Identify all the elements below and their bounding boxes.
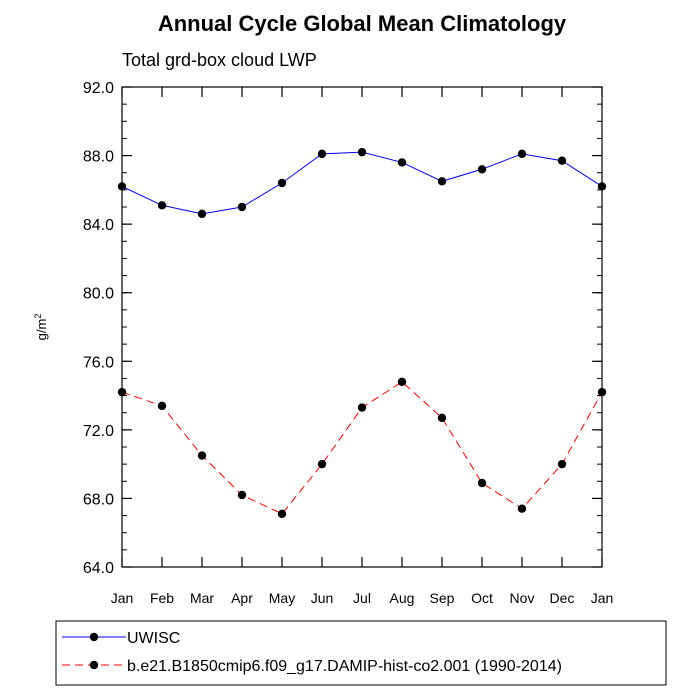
series-1-point [437,177,447,186]
x-tick-label: Jan [591,590,614,606]
legend-box [55,620,667,686]
series-1-point [477,165,487,174]
x-tick-label: Jan [111,590,134,606]
legend-marker-2 [89,660,99,670]
legend-label-2: b.e21.B1850cmip6.f09_g17.DAMIP-hist-co2.… [127,658,562,675]
series-2-point [277,509,287,519]
series-1-point [357,147,367,157]
series-line-1 [121,151,603,215]
series-1-point [157,201,167,210]
series-2-point [157,401,167,411]
series-1-point [277,178,287,188]
x-tick-label: Jun [311,590,334,606]
x-axis-ticks: Jan Feb Mar Apr May Jun Jul Aug Sep Oct Nov Dec Jan [111,87,614,606]
series-2-point [437,413,447,423]
chart-subtitle: Total grd-box cloud LWP [122,50,317,70]
series-2-point [117,387,127,397]
chart-title: Annual Cycle Global Mean Climatology [158,11,567,36]
legend-label-1: UWISC [127,630,180,647]
y-tick-label: 84.0 [83,217,114,234]
series-2-point [197,451,207,460]
x-tick-label: Nov [510,590,535,606]
series-1-point [317,149,327,159]
y-tick-label: 64.0 [83,560,114,577]
legend-marker-1 [89,632,99,642]
series-2-point [557,459,567,469]
x-tick-label: Feb [150,590,174,606]
series-2-point [357,403,367,412]
x-tick-label: Apr [231,590,253,606]
x-tick-label: Aug [390,590,415,606]
series-1-point [517,149,527,159]
series-1-point [197,209,207,219]
x-tick-label: Dec [550,590,575,606]
series-2-point [477,478,487,488]
y-axis-label: g/m2 [33,314,49,341]
minor-ticks [122,86,602,568]
x-tick-label: Mar [190,590,214,606]
series-1-point [117,182,127,191]
y-axis-label-unit: g/m [34,319,49,341]
series-2-point [517,504,527,513]
y-tick-label: 72.0 [83,423,114,440]
series-2-point [397,377,407,387]
x-tick-label: Jul [353,590,371,606]
y-tick-label: 68.0 [83,491,114,508]
y-tick-label: 76.0 [83,354,114,371]
series-2-point [597,387,607,397]
x-tick-label: May [269,590,295,606]
plot-frame [121,86,603,568]
y-tick-label: 80.0 [83,286,114,303]
series-1-point [557,156,567,165]
series-1-point [237,202,247,212]
y-tick-label: 88.0 [83,149,114,166]
series-1-point [397,158,407,167]
y-tick-label: 92.0 [83,80,114,97]
x-tick-label: Sep [430,590,455,606]
y-axis-ticks: 92.0 88.0 84.0 80.0 76.0 72.0 68.0 64.0 [83,80,602,577]
series-1-point [597,182,607,191]
series-layer [117,147,607,519]
x-tick-label: Oct [471,590,493,606]
y-axis-label-superscript: 2 [33,314,43,319]
series-2-point [317,459,327,469]
legend: UWISC b.e21.B1850cmip6.f09_g17.DAMIP-hist… [62,630,562,675]
series-2-point [237,490,247,500]
series-line-2 [121,381,603,515]
